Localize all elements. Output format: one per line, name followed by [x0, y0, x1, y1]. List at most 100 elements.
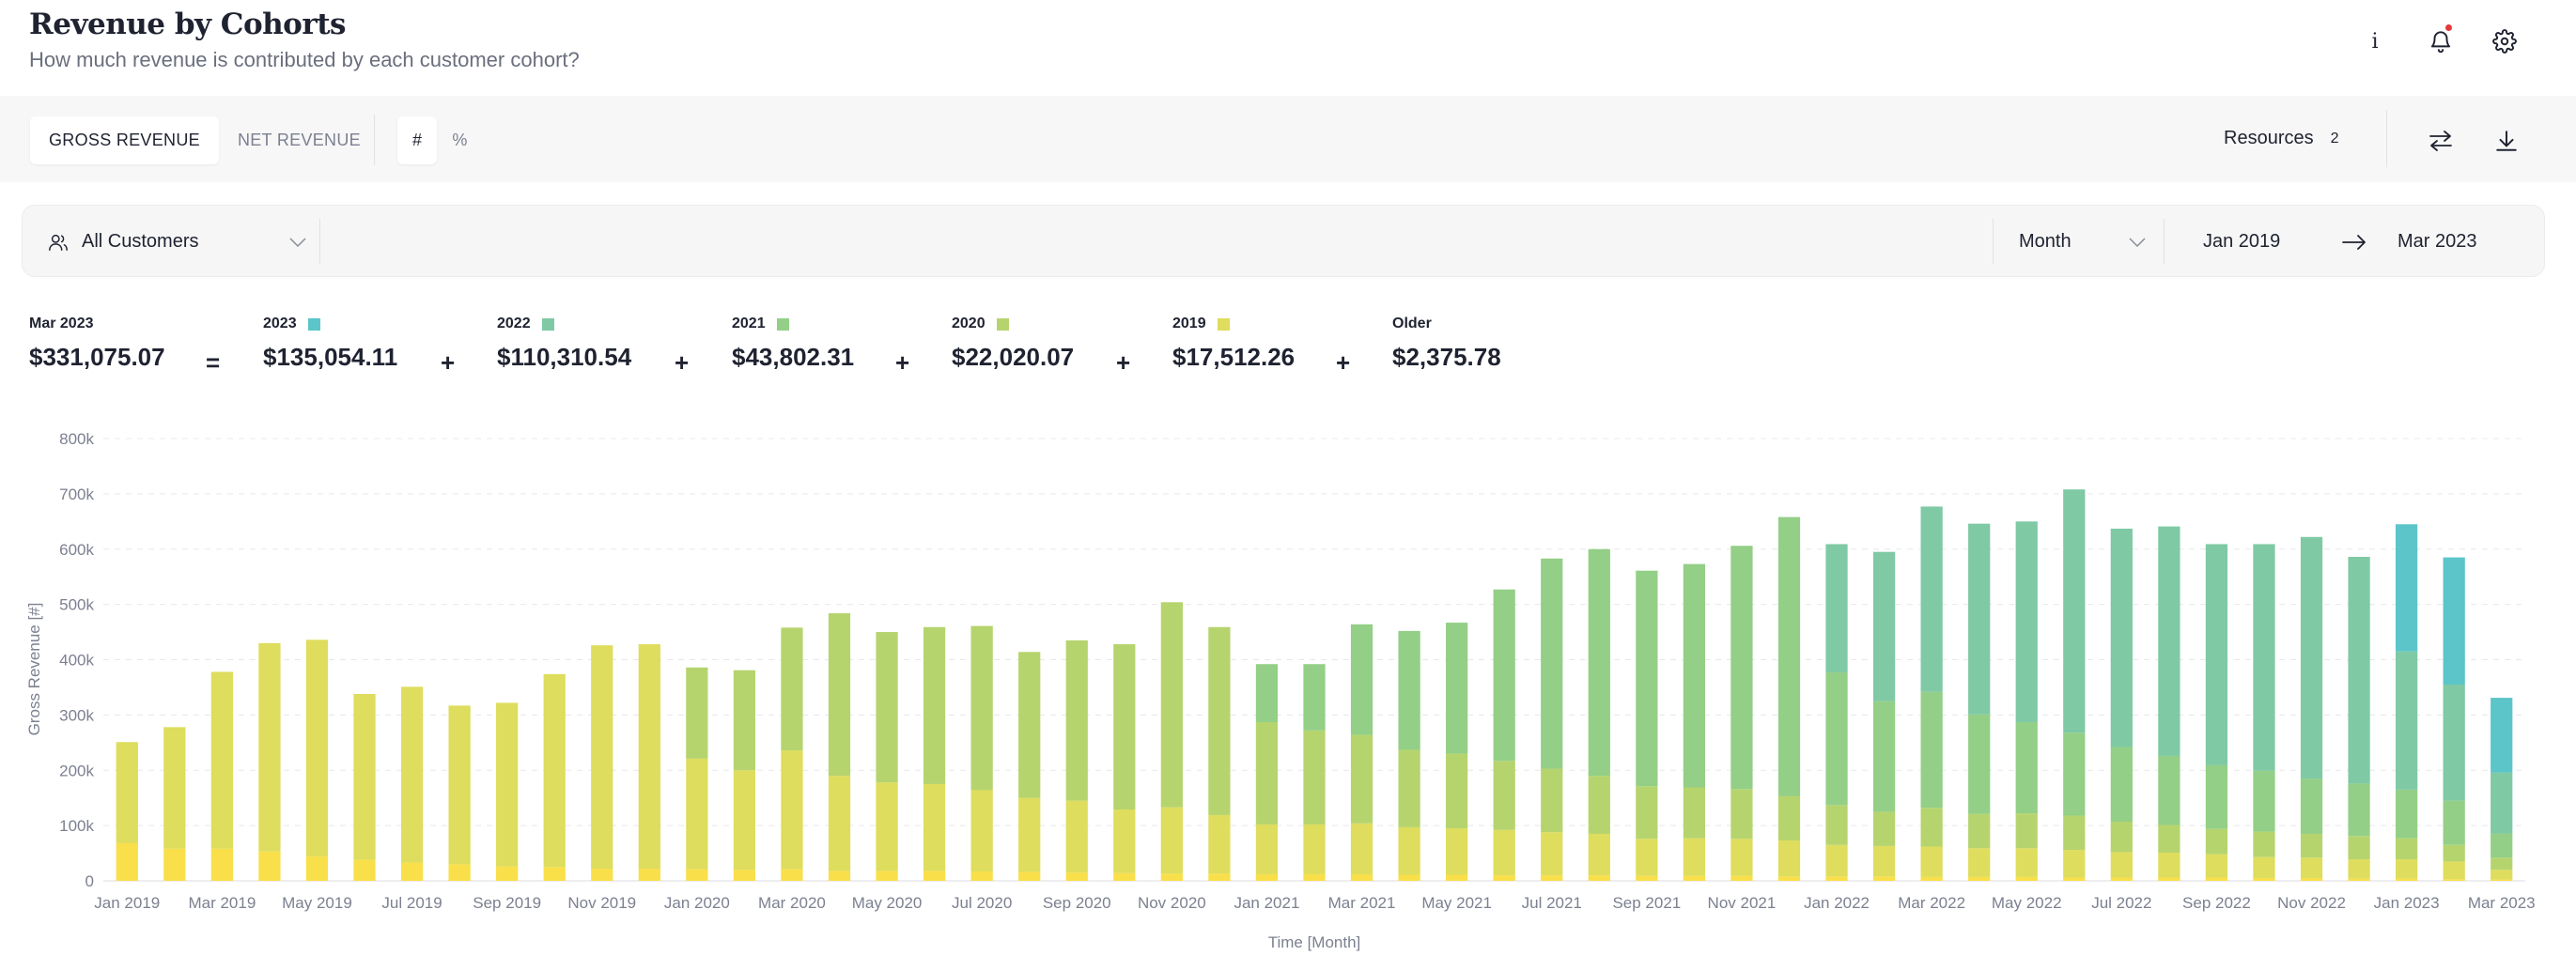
y-tick-label: 800k — [59, 430, 94, 448]
x-tick-label: Sep 2021 — [1612, 894, 1681, 912]
toolbar-divider — [374, 115, 375, 165]
filter-divider-3 — [2164, 219, 2165, 264]
bar-segment-2020 — [2300, 833, 2323, 858]
x-tick-label: Jan 2019 — [94, 894, 160, 912]
metric-cohort-label: 2020 — [952, 316, 985, 331]
y-tick-label: 700k — [59, 486, 94, 503]
tab-net-revenue[interactable]: NET REVENUE — [237, 131, 361, 149]
bar-segment-2019 — [2396, 859, 2418, 879]
segment-dropdown[interactable]: All Customers — [48, 206, 320, 278]
bar-segment-2019 — [1968, 848, 1991, 877]
bar-segment-2020 — [1541, 768, 1563, 833]
bar-segment-2021 — [2063, 732, 2086, 816]
x-tick-label: Mar 2022 — [1898, 894, 1965, 912]
bar-segment-older — [733, 870, 756, 881]
bar-segment-2019 — [2253, 856, 2275, 879]
chevron-down-icon — [289, 237, 306, 247]
bar-segment-older — [2158, 877, 2180, 881]
bar-segment-2020 — [1777, 795, 1801, 841]
resources-label: Resources — [2224, 128, 2314, 148]
bar-segment-older — [1730, 875, 1753, 881]
bar-segment-older — [353, 859, 376, 881]
date-to-picker[interactable]: Mar 2023 — [2398, 206, 2477, 278]
metric-cohort-2021: 2021 $43,802.31 — [732, 315, 854, 372]
y-tick-label: 600k — [59, 541, 94, 559]
bar-segment-2020 — [1588, 776, 1610, 834]
bar-segment-2019 — [2063, 850, 2086, 878]
bar-segment-2019 — [400, 686, 424, 863]
x-tick-label: Jan 2020 — [664, 894, 730, 912]
bar-segment-2020 — [970, 625, 993, 791]
bar-segment-2021 — [1588, 548, 1610, 777]
bar-segment-2019 — [1493, 829, 1515, 876]
tab-gross-revenue[interactable]: GROSS REVENUE — [30, 116, 219, 164]
bar-segment-2019 — [1588, 833, 1610, 876]
download-icon[interactable] — [2488, 122, 2525, 160]
bar-segment-2019 — [2491, 870, 2513, 880]
bar-segment-2019 — [1350, 823, 1373, 874]
bar-segment-2019 — [210, 671, 233, 849]
x-tick-label: Jul 2020 — [952, 894, 1012, 912]
bar-segment-older — [1541, 875, 1563, 881]
resources-button[interactable]: Resources 2 — [2224, 128, 2339, 149]
unit-toggle: # % — [397, 116, 483, 164]
bar-segment-older — [2253, 878, 2275, 881]
toolbar: GROSS REVENUE NET REVENUE # % Resources … — [0, 96, 2576, 182]
plus-sign: + — [895, 348, 910, 377]
settings-gear-icon[interactable] — [2486, 23, 2523, 60]
metric-cohort-value: $135,054.11 — [263, 343, 398, 371]
granularity-dropdown[interactable]: Month — [2019, 206, 2160, 278]
x-tick-label: Mar 2023 — [2468, 894, 2536, 912]
plus-sign: + — [675, 348, 690, 377]
bar-segment-older — [1113, 872, 1136, 881]
x-tick-label: May 2020 — [852, 894, 923, 912]
bar-segment-2021 — [1350, 624, 1373, 735]
bar-segment-2020 — [1825, 805, 1848, 845]
toolbar-divider-right — [2386, 111, 2387, 167]
bar-segment-2020 — [1920, 808, 1943, 847]
metric-cohort-value: $110,310.54 — [497, 343, 632, 371]
bar-segment-2021 — [1872, 701, 1896, 812]
date-to-value: Mar 2023 — [2398, 231, 2477, 252]
metric-cohort-older: Older $2,375.78 — [1392, 315, 1501, 372]
bar-segment-2022 — [1920, 506, 1943, 692]
plus-sign: + — [441, 348, 456, 377]
bar-segment-2019 — [1208, 814, 1231, 874]
bar-segment-older — [2205, 877, 2228, 881]
bar-segment-2020 — [1872, 811, 1896, 846]
x-tick-label: Mar 2020 — [758, 894, 826, 912]
bar-segment-2021 — [1636, 570, 1658, 787]
info-icon[interactable]: i — [2371, 29, 2379, 54]
legend-swatch-2020 — [996, 317, 1009, 331]
tab-absolute[interactable]: # — [397, 116, 438, 164]
x-tick-label: Sep 2019 — [473, 894, 541, 912]
bar-segment-2023 — [2396, 524, 2418, 652]
filter-bar: All Customers Month Jan 2019 Mar 2023 — [22, 205, 2545, 277]
tab-percent[interactable]: % — [452, 131, 468, 149]
plus-sign: + — [1336, 348, 1351, 377]
swap-arrows-icon[interactable] — [2422, 122, 2460, 160]
bar-segment-2020 — [2015, 813, 2038, 849]
bar-segment-2022 — [1968, 523, 1991, 715]
bar-segment-2019 — [1683, 838, 1706, 876]
bar-segment-2020 — [1160, 602, 1183, 808]
notification-bell-icon[interactable] — [2422, 23, 2460, 60]
bar-segment-older — [1018, 871, 1041, 881]
x-tick-label: May 2022 — [1992, 894, 2062, 912]
bar-segment-2020 — [2443, 844, 2465, 862]
y-tick-label: 500k — [59, 596, 94, 614]
bar-segment-2021 — [1825, 672, 1848, 806]
notification-badge — [2445, 24, 2452, 31]
x-tick-label: Sep 2020 — [1043, 894, 1111, 912]
bar-segment-2021 — [1446, 623, 1468, 754]
bar-segment-older — [1872, 876, 1896, 881]
y-tick-label: 200k — [59, 762, 94, 779]
bar-segment-2019 — [1065, 800, 1088, 873]
date-from-picker[interactable]: Jan 2019 — [2203, 206, 2280, 278]
bar-segment-older — [1255, 873, 1279, 881]
bar-segment-2019 — [1398, 826, 1420, 875]
y-tick-label: 300k — [59, 706, 94, 724]
bar-segment-2022 — [2348, 556, 2370, 784]
bar-segment-2019 — [781, 750, 803, 870]
bar-segment-2020 — [1446, 753, 1468, 829]
